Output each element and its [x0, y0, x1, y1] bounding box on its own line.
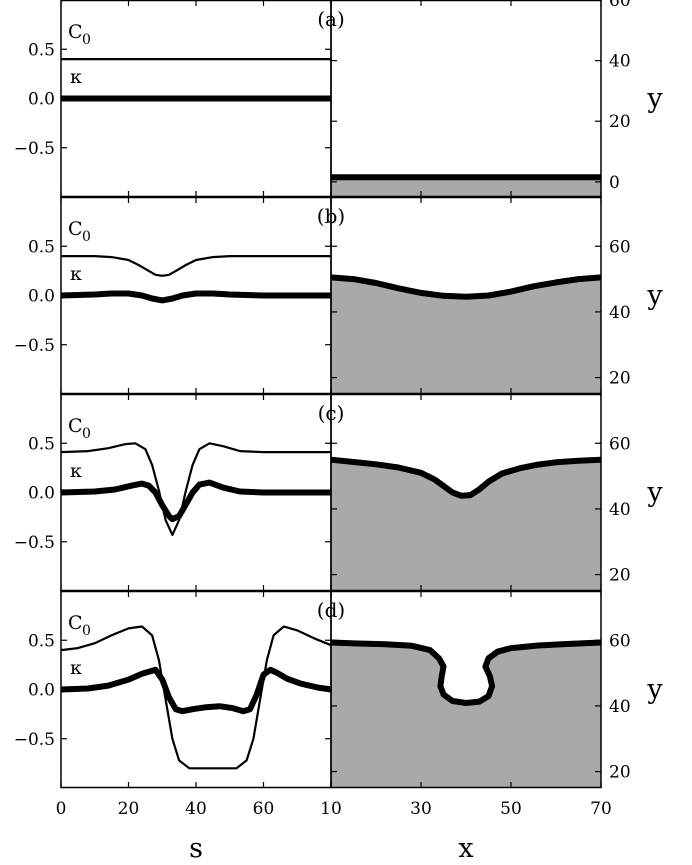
- right-y-axis-label-a: y: [646, 83, 663, 114]
- left-xtick-label: 0: [56, 799, 67, 819]
- right-ytick-label-c: 60: [609, 434, 631, 454]
- c0-annotation-b: C: [68, 218, 83, 240]
- c0-annotation-sub-a: 0: [82, 32, 91, 48]
- left-xtick-label: 60: [253, 799, 275, 819]
- c0-annotation-a: C: [68, 21, 83, 43]
- right-ytick-label-b: 40: [609, 303, 631, 323]
- left-ytick-label-b: 0.0: [28, 287, 55, 307]
- panel-label-a: (a): [317, 7, 345, 31]
- interface-fill-d: [331, 642, 601, 788]
- right-ytick-label-a: 0: [609, 173, 620, 193]
- left-ytick-label-d: 0.5: [28, 631, 55, 651]
- interface-fill-a: [331, 177, 601, 197]
- kappa-line-b: [60, 290, 331, 304]
- left-ytick-label-a: −0.5: [14, 139, 55, 159]
- c0-annotation-d: C: [68, 612, 83, 634]
- ticks-layer: [60, 0, 602, 788]
- left-ytick-label-b: 0.5: [28, 237, 55, 257]
- c0-annotation-sub-b: 0: [82, 229, 91, 245]
- interface-line-d: [330, 639, 602, 706]
- interface-fill-c: [331, 459, 601, 591]
- left-ytick-label-a: 0.5: [28, 40, 55, 60]
- right-xtick-label: 30: [410, 799, 432, 819]
- left-xtick-label: 40: [185, 799, 207, 819]
- kappa-annotation-d: κ: [70, 657, 82, 679]
- c0-line-b: [61, 255, 331, 277]
- right-ytick-label-b: 60: [609, 237, 631, 257]
- c0-annotation-sub-d: 0: [82, 623, 91, 639]
- right-x-axis-label: x: [458, 833, 473, 864]
- left-ytick-label-b: −0.5: [14, 336, 55, 356]
- fills-layer: [331, 177, 601, 788]
- kappa-line-c: [60, 479, 331, 523]
- right-ytick-label-d: 40: [609, 697, 631, 717]
- right-xtick-label: 70: [590, 799, 612, 819]
- right-ytick-label-a: 60: [609, 0, 631, 11]
- interface-fill-b: [331, 277, 601, 394]
- left-x-axis-label: s: [189, 833, 203, 864]
- panel-label-b: (b): [317, 204, 345, 228]
- right-xtick-label: 10: [320, 799, 342, 819]
- right-ytick-label-a: 20: [609, 112, 631, 132]
- right-ytick-label-c: 40: [609, 500, 631, 520]
- kappa-line-d: [60, 666, 332, 715]
- c0-annotation-c: C: [68, 415, 83, 437]
- kappa-annotation-a: κ: [70, 66, 82, 88]
- left-ytick-label-c: −0.5: [14, 533, 55, 553]
- right-y-axis-label-b: y: [646, 280, 663, 311]
- left-ytick-label-d: 0.0: [28, 681, 55, 701]
- c0-line-d: [60, 625, 332, 770]
- c0-line-c: [60, 442, 331, 536]
- right-xtick-label: 50: [500, 799, 522, 819]
- right-ytick-label-a: 40: [609, 52, 631, 72]
- interface-line-c: [330, 456, 602, 499]
- right-ytick-label-b: 20: [609, 369, 631, 389]
- panel-label-c: (c): [318, 401, 345, 425]
- interface-line-b: [330, 274, 602, 300]
- right-ytick-label-d: 60: [609, 631, 631, 651]
- right-ytick-label-d: 20: [609, 763, 631, 783]
- panel-label-d: (d): [317, 598, 345, 622]
- lines-layer: [60, 58, 602, 770]
- left-ytick-label-d: −0.5: [14, 730, 55, 750]
- left-ytick-label-a: 0.0: [28, 90, 55, 110]
- kappa-annotation-c: κ: [70, 460, 82, 482]
- right-frame-a: [330, 0, 602, 198]
- left-ytick-label-c: 0.0: [28, 484, 55, 504]
- c0-annotation-sub-c: 0: [82, 426, 91, 442]
- kappa-annotation-b: κ: [70, 263, 82, 285]
- right-y-axis-label-c: y: [646, 477, 663, 508]
- left-ytick-label-c: 0.5: [28, 434, 55, 454]
- right-ytick-label-c: 20: [609, 566, 631, 586]
- left-xtick-label: 20: [118, 799, 140, 819]
- right-y-axis-label-d: y: [646, 674, 663, 705]
